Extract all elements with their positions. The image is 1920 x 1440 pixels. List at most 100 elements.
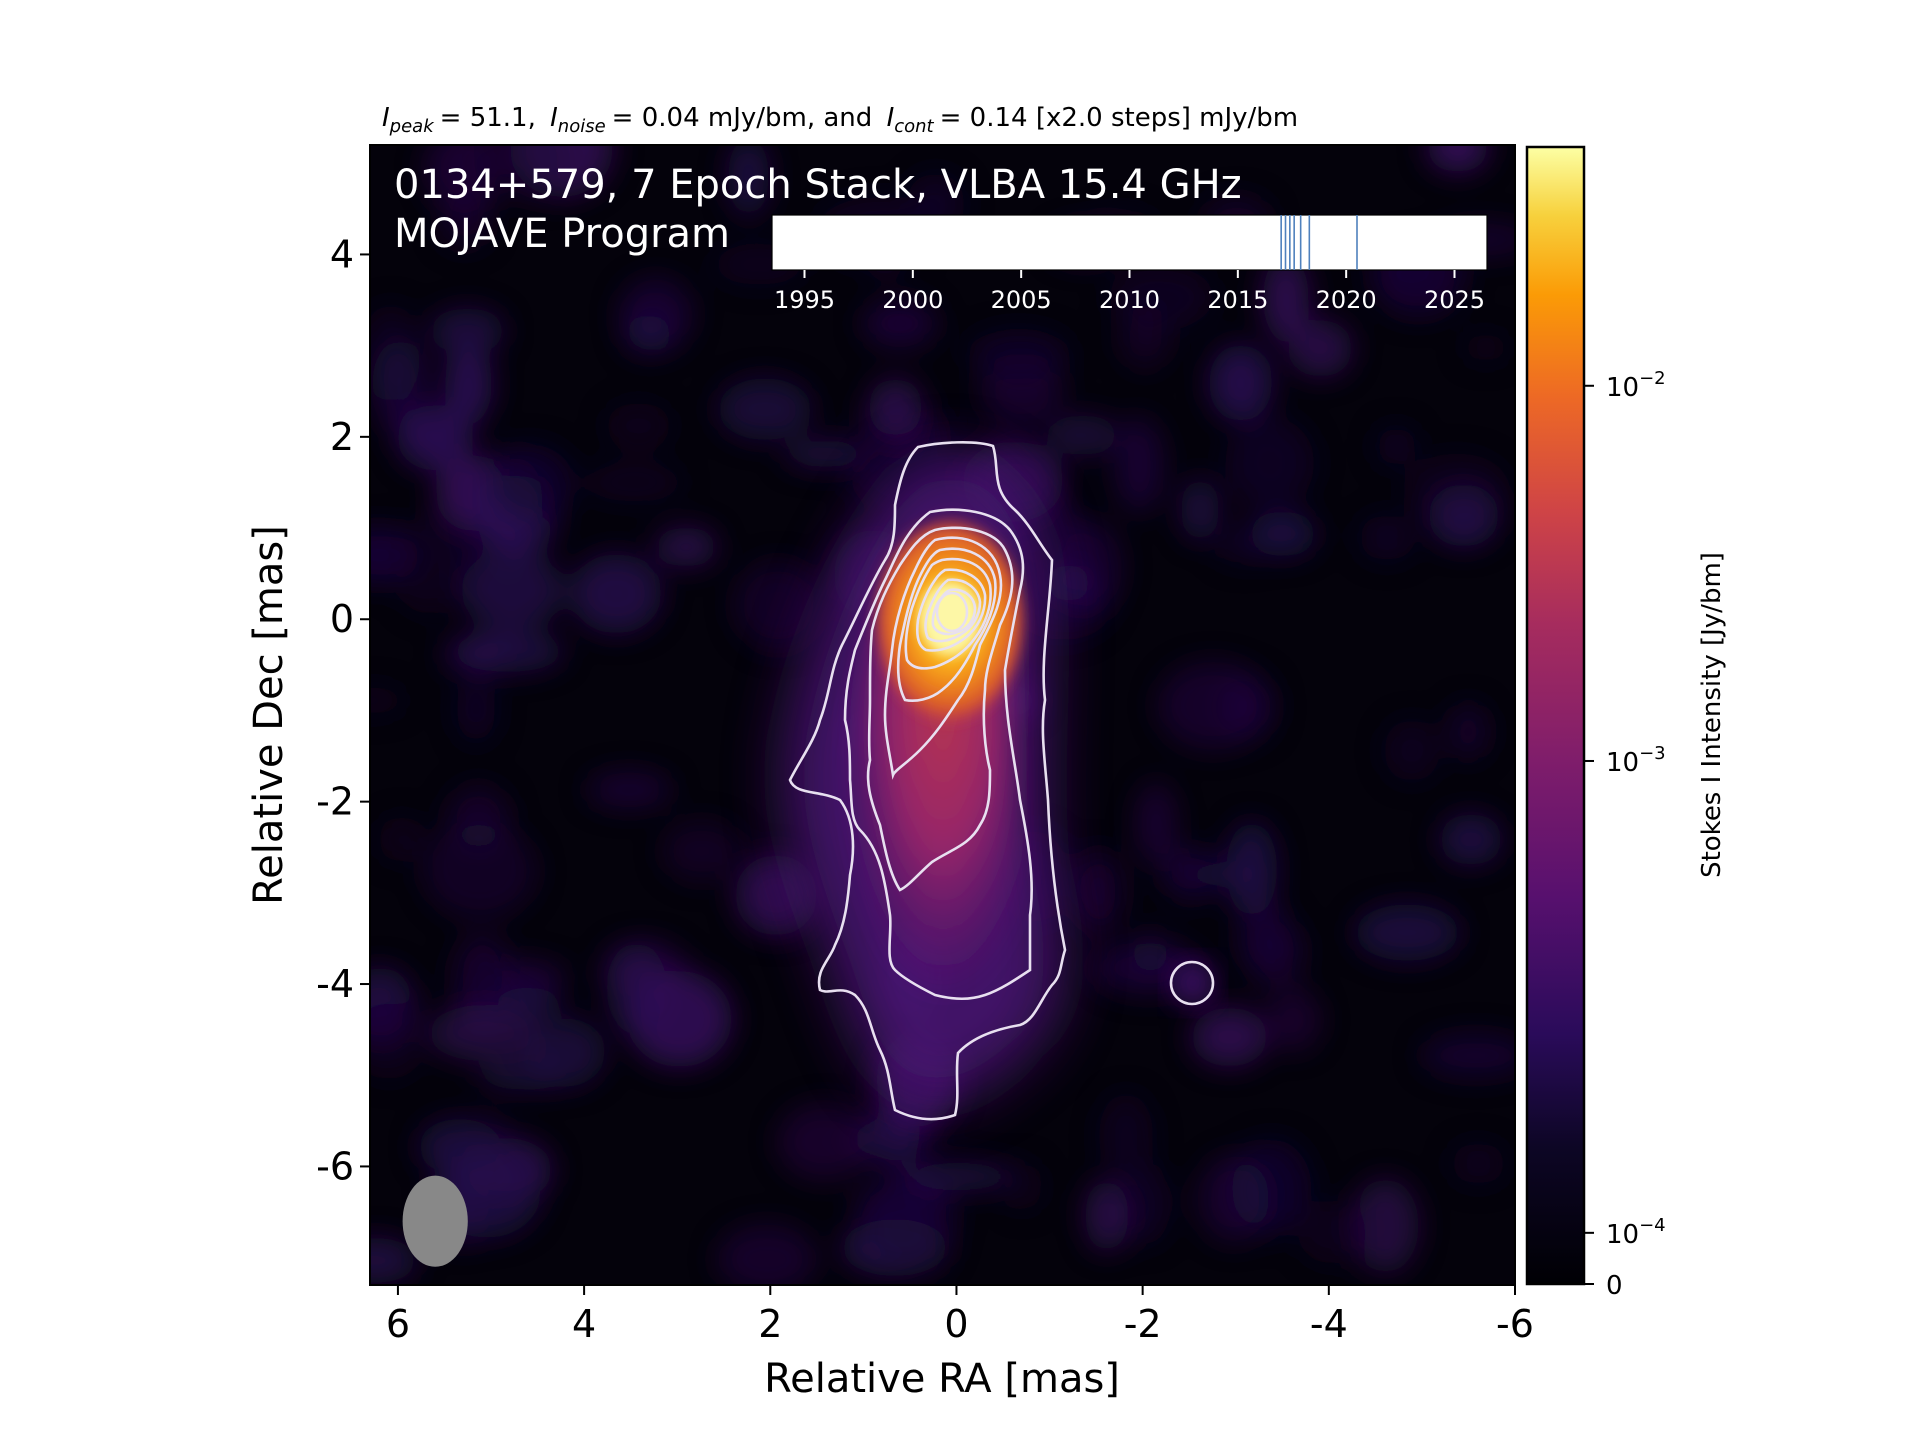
- noise-blob: [862, 298, 938, 349]
- y-tick-label: -4: [316, 962, 354, 1006]
- timeline-tick-label: 2000: [882, 286, 943, 314]
- x-axis-label: Relative RA [mas]: [764, 1356, 1120, 1402]
- contour-level-8: [924, 578, 982, 643]
- noise-blob: [1046, 415, 1119, 456]
- noise-blob: [868, 378, 923, 437]
- x-tick-label: 4: [572, 1302, 596, 1346]
- x-tick-label: 2: [758, 1302, 782, 1346]
- timeline-tick-label: 2005: [991, 286, 1052, 314]
- noise-blob: [852, 1186, 941, 1220]
- noise-blob: [430, 308, 505, 354]
- noise-blob: [1298, 1200, 1367, 1264]
- noise-blob: [1004, 1161, 1042, 1212]
- noise-blob: [456, 675, 496, 743]
- noise-blob: [475, 145, 571, 204]
- noise-blob: [371, 339, 430, 435]
- noise-blob: [445, 345, 492, 425]
- noise-blob: [901, 1162, 1015, 1191]
- noise-blob: [605, 402, 672, 449]
- noise-blob: [439, 198, 491, 248]
- noise-blob: [571, 553, 662, 634]
- noise-blob: [1359, 515, 1415, 561]
- contour-level-3: [866, 526, 1014, 892]
- map-frame: [369, 144, 1516, 1286]
- contour-isolated-blob: [1169, 960, 1215, 1006]
- noise-blob: [1208, 344, 1273, 422]
- intensity-map: [370, 145, 1515, 1285]
- noise-blob: [1225, 416, 1315, 510]
- noise-blob: [1266, 988, 1321, 1052]
- timeline-box: [771, 214, 1488, 271]
- noise-blob: [1384, 719, 1440, 782]
- noise-blob: [370, 1237, 418, 1284]
- noise-blob: [1451, 1143, 1506, 1184]
- noise-blob: [1119, 1164, 1171, 1245]
- noise-blob: [601, 940, 689, 997]
- contour-level-7: [915, 568, 987, 652]
- noise-blob: [735, 855, 818, 936]
- noise-blob: [428, 1005, 539, 1062]
- y-tick-label: 2: [330, 415, 354, 459]
- timeline-tick-label: 2015: [1207, 286, 1268, 314]
- noise-blob: [967, 329, 1071, 378]
- noise-blob: [584, 463, 684, 502]
- noise-blob: [370, 686, 407, 715]
- intensity-contours: [788, 441, 1215, 1121]
- noise-blob: [1420, 1033, 1515, 1078]
- timeline-tick-label: 2020: [1316, 286, 1377, 314]
- noise-blob: [498, 987, 562, 1017]
- noise-blob: [1377, 427, 1416, 466]
- noise-blob: [1197, 1154, 1270, 1244]
- noise-blob: [655, 527, 717, 567]
- colorbar-tick-label: 10−3: [1606, 743, 1666, 778]
- noise-blob: [370, 1002, 425, 1080]
- contour-level-2: [843, 508, 1033, 1001]
- noise-blob: [1180, 478, 1220, 542]
- noise-blob: [717, 378, 813, 441]
- chart-title-line1: 0134+579, 7 Epoch Stack, VLBA 15.4 GHz: [394, 162, 1242, 208]
- restoring-beam-ellipse: [402, 1175, 468, 1267]
- colorbar-label: Stokes I Intensity [Jy/bm]: [1697, 552, 1727, 878]
- x-tick-label: -6: [1496, 1302, 1534, 1346]
- colorbar: 10−2 10−3 10−4 0 Stokes I Intensity [Jy/bm]: [1525, 145, 1727, 1301]
- noise-blob: [392, 517, 466, 615]
- y-axis: 4 2 0 -2 -4 -6: [316, 232, 370, 1188]
- noise-blob: [662, 820, 742, 883]
- noise-blob: [1354, 904, 1461, 962]
- contour-level-5: [896, 547, 997, 702]
- noise-blob: [1403, 453, 1511, 529]
- x-tick-label: -2: [1124, 1302, 1162, 1346]
- noise-blob: [378, 816, 426, 863]
- y-tick-label: -2: [316, 780, 354, 824]
- peak-subscript: peak: [389, 116, 436, 137]
- noise-blob: [1214, 526, 1275, 564]
- x-tick-label: 6: [386, 1302, 410, 1346]
- colorbar-gradient: [1527, 147, 1584, 1284]
- noise-blob: [1263, 254, 1309, 342]
- noise-blob: [453, 932, 512, 1026]
- noise-blob: [1109, 265, 1214, 329]
- colorbar-tick-label: 0: [1606, 1271, 1623, 1301]
- noise-blob: [1462, 333, 1509, 363]
- y-tick-label: 4: [330, 232, 354, 276]
- noise-blob: [1449, 703, 1488, 760]
- contour-level-10: [935, 591, 969, 633]
- noise-blob: [1162, 847, 1220, 901]
- contour-level-4: [883, 536, 1003, 780]
- noise-blob: [587, 771, 672, 808]
- epoch-timeline-inset: 1995 2000 2005 2010 2015 2020 2025: [771, 214, 1488, 314]
- noise-blob: [716, 1223, 818, 1285]
- noise-blob: [733, 560, 823, 650]
- noise-blob: [1191, 1007, 1268, 1067]
- noise-value: = 0.04 mJy/bm, and: [612, 103, 873, 133]
- peak-value: = 51.1,: [440, 103, 536, 133]
- contour-level-1: [788, 441, 1067, 1121]
- timeline-tick-label: 2025: [1424, 286, 1485, 314]
- noise-blob: [728, 145, 769, 217]
- colorbar-tick-label: 10−4: [1606, 1215, 1666, 1250]
- noise-blob: [1098, 1093, 1154, 1180]
- cont-subscript: cont: [894, 116, 934, 137]
- y-axis-label: Relative Dec [mas]: [246, 525, 292, 905]
- noise-blob: [478, 1061, 568, 1091]
